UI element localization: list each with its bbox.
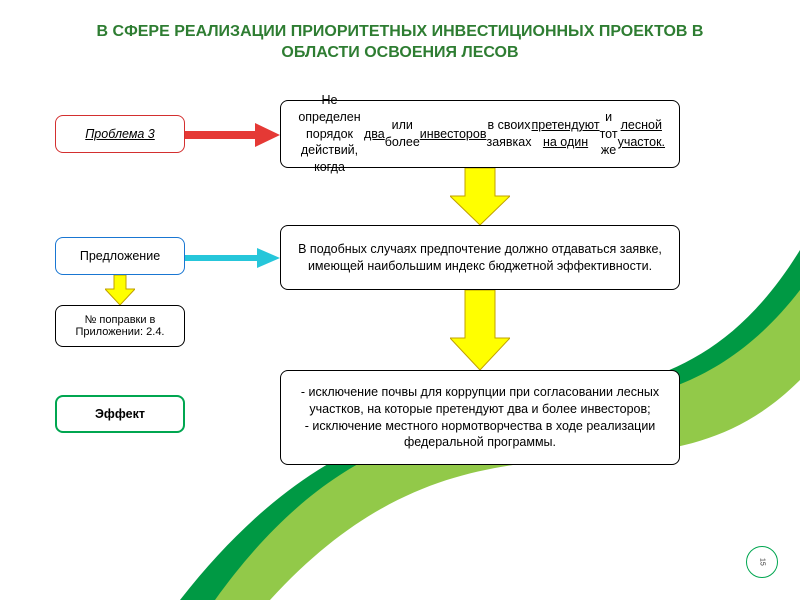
effect-description: - исключение почвы для коррупции при сог… bbox=[280, 370, 680, 465]
effect-label: Эффект bbox=[55, 395, 185, 433]
proposal-description: В подобных случаях предпочтение должно о… bbox=[280, 225, 680, 290]
proposal-label-text: Предложение bbox=[80, 249, 160, 263]
arrow-proposal bbox=[185, 248, 280, 268]
proposal-label: Предложение bbox=[55, 237, 185, 275]
page-number: 15 bbox=[746, 546, 778, 578]
problem-label-text: Проблема 3 bbox=[85, 127, 155, 141]
amendment-box: № поправки в Приложении: 2.4. bbox=[55, 305, 185, 347]
proposal-description-text: В подобных случаях предпочтение должно о… bbox=[295, 241, 665, 275]
problem-label: Проблема 3 bbox=[55, 115, 185, 153]
effect-label-text: Эффект bbox=[95, 407, 145, 421]
arrow-proposal-to-effect bbox=[450, 290, 510, 370]
problem-description: Не определен порядок действий, когда два… bbox=[280, 100, 680, 168]
arrow-problem bbox=[185, 123, 280, 147]
page-title: В СФЕРЕ РЕАЛИЗАЦИИ ПРИОРИТЕТНЫХ ИНВЕСТИЦ… bbox=[0, 22, 800, 64]
arrow-problem-to-proposal bbox=[450, 168, 510, 225]
amendment-text: № поправки в Приложении: 2.4. bbox=[66, 314, 174, 338]
arrow-amendment bbox=[105, 275, 135, 305]
